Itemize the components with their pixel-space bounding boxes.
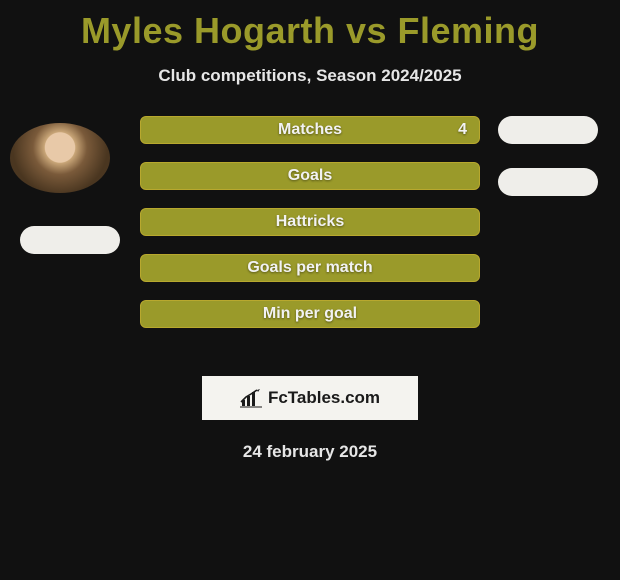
stat-bar-value: 4 — [458, 121, 467, 139]
comparison-content: Matches 4 Goals Hattricks Goals per matc… — [0, 116, 620, 376]
stat-bar-goals-per-match: Goals per match — [140, 254, 480, 282]
stat-bar-min-per-goal: Min per goal — [140, 300, 480, 328]
subtitle: Club competitions, Season 2024/2025 — [0, 66, 620, 86]
stat-bar-label: Goals — [288, 167, 332, 185]
brand-box: FcTables.com — [202, 376, 418, 420]
date-label: 24 february 2025 — [0, 442, 620, 462]
player-left-avatar — [10, 123, 110, 193]
stat-bar-hattricks: Hattricks — [140, 208, 480, 236]
stat-bar-label: Goals per match — [247, 259, 372, 277]
bars-chart-icon — [240, 388, 262, 408]
left-stat-pill — [20, 226, 120, 254]
stat-bar-label: Hattricks — [276, 213, 344, 231]
stat-bar-matches: Matches 4 — [140, 116, 480, 144]
stat-bar-goals: Goals — [140, 162, 480, 190]
stat-bars: Matches 4 Goals Hattricks Goals per matc… — [140, 116, 480, 346]
page-title: Myles Hogarth vs Fleming — [0, 0, 620, 52]
brand-text: FcTables.com — [268, 388, 380, 408]
stat-bar-label: Min per goal — [263, 305, 357, 323]
right-stat-pill — [498, 168, 598, 196]
stat-bar-label: Matches — [278, 121, 342, 139]
right-stat-pill — [498, 116, 598, 144]
